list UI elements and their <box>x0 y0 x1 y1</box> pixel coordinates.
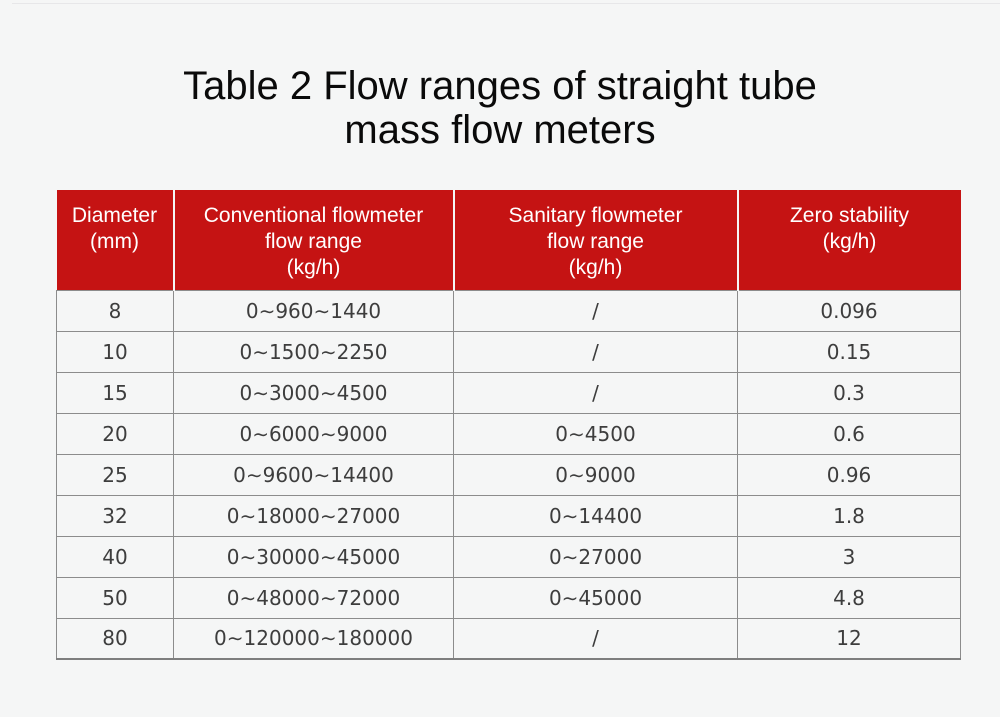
cell-sanitary: 0∼14400 <box>453 494 738 537</box>
header-line: Diameter <box>71 204 158 227</box>
cell-zero-stability: 12 <box>737 617 961 660</box>
table-row: 32 0∼18000∼27000 0∼14400 1.8 <box>56 494 961 537</box>
header-diameter: Diameter (mm) <box>56 190 174 290</box>
cell-sanitary: 0∼4500 <box>453 412 738 455</box>
cell-diameter: 20 <box>56 412 174 455</box>
header-line: (kg/h) <box>286 256 341 279</box>
cell-zero-stability: 0.15 <box>737 330 961 373</box>
table-header: Diameter (mm) Conventional flowmeter flo… <box>56 190 961 290</box>
cell-conventional: 0∼6000∼9000 <box>173 412 454 455</box>
cell-conventional: 0∼18000∼27000 <box>173 494 454 537</box>
header-line: (kg/h) <box>568 256 623 279</box>
cell-sanitary: / <box>453 371 738 414</box>
header-zero-stability: Zero stability (kg/h) <box>736 190 961 290</box>
cell-diameter: 10 <box>56 330 174 373</box>
table-row: 40 0∼30000∼45000 0∼27000 3 <box>56 535 961 578</box>
table-row: 8 0∼960∼1440 / 0.096 <box>56 289 961 332</box>
cell-diameter: 50 <box>56 576 174 619</box>
cell-conventional: 0∼960∼1440 <box>173 289 454 332</box>
header-line: flow range <box>265 230 362 253</box>
page-title-line-1: Table 2 Flow ranges of straight tube <box>183 64 817 108</box>
cell-zero-stability: 0.096 <box>737 289 961 332</box>
header-line: flow range <box>547 230 644 253</box>
flow-range-table-container: Diameter (mm) Conventional flowmeter flo… <box>56 190 961 660</box>
cell-conventional: 0∼48000∼72000 <box>173 576 454 619</box>
cell-diameter: 25 <box>56 453 174 496</box>
table-body: 8 0∼960∼1440 / 0.096 10 0∼1500∼2250 / 0.… <box>56 289 961 660</box>
cell-conventional: 0∼3000∼4500 <box>173 371 454 414</box>
header-row: Diameter (mm) Conventional flowmeter flo… <box>56 190 961 290</box>
cell-conventional: 0∼30000∼45000 <box>173 535 454 578</box>
header-conventional-flow-range: Conventional flowmeter flow range (kg/h) <box>172 190 454 290</box>
page-title-line-2: mass flow meters <box>344 108 656 152</box>
page-title: Table 2 Flow ranges of straight tube mas… <box>0 64 1000 152</box>
cell-zero-stability: 3 <box>737 535 961 578</box>
cell-diameter: 8 <box>56 289 174 332</box>
header-line: Conventional flowmeter <box>203 204 424 227</box>
header-line: (mm) <box>90 230 139 253</box>
cell-diameter: 15 <box>56 371 174 414</box>
top-divider <box>12 3 1000 4</box>
cell-diameter: 40 <box>56 535 174 578</box>
header-sanitary-flow-range: Sanitary flowmeter flow range (kg/h) <box>452 190 738 290</box>
cell-diameter: 32 <box>56 494 174 537</box>
table-row: 15 0∼3000∼4500 / 0.3 <box>56 371 961 414</box>
table-row: 80 0∼120000∼180000 / 12 <box>56 617 961 660</box>
cell-zero-stability: 0.96 <box>737 453 961 496</box>
cell-sanitary: / <box>453 617 738 660</box>
flow-range-table: Diameter (mm) Conventional flowmeter flo… <box>56 190 961 660</box>
cell-diameter: 80 <box>56 617 174 660</box>
cell-sanitary: 0∼27000 <box>453 535 738 578</box>
cell-zero-stability: 0.6 <box>737 412 961 455</box>
cell-sanitary: 0∼9000 <box>453 453 738 496</box>
table-row: 50 0∼48000∼72000 0∼45000 4.8 <box>56 576 961 619</box>
table-row: 10 0∼1500∼2250 / 0.15 <box>56 330 961 373</box>
cell-sanitary: / <box>453 330 738 373</box>
cell-conventional: 0∼120000∼180000 <box>173 617 454 660</box>
header-line: (kg/h) <box>822 230 877 253</box>
cell-conventional: 0∼9600∼14400 <box>173 453 454 496</box>
header-line: Zero stability <box>789 204 910 227</box>
cell-sanitary: 0∼45000 <box>453 576 738 619</box>
cell-zero-stability: 0.3 <box>737 371 961 414</box>
cell-zero-stability: 4.8 <box>737 576 961 619</box>
table-row: 20 0∼6000∼9000 0∼4500 0.6 <box>56 412 961 455</box>
cell-sanitary: / <box>453 289 738 332</box>
cell-zero-stability: 1.8 <box>737 494 961 537</box>
header-line: Sanitary flowmeter <box>508 204 683 227</box>
table-row: 25 0∼9600∼14400 0∼9000 0.96 <box>56 453 961 496</box>
cell-conventional: 0∼1500∼2250 <box>173 330 454 373</box>
